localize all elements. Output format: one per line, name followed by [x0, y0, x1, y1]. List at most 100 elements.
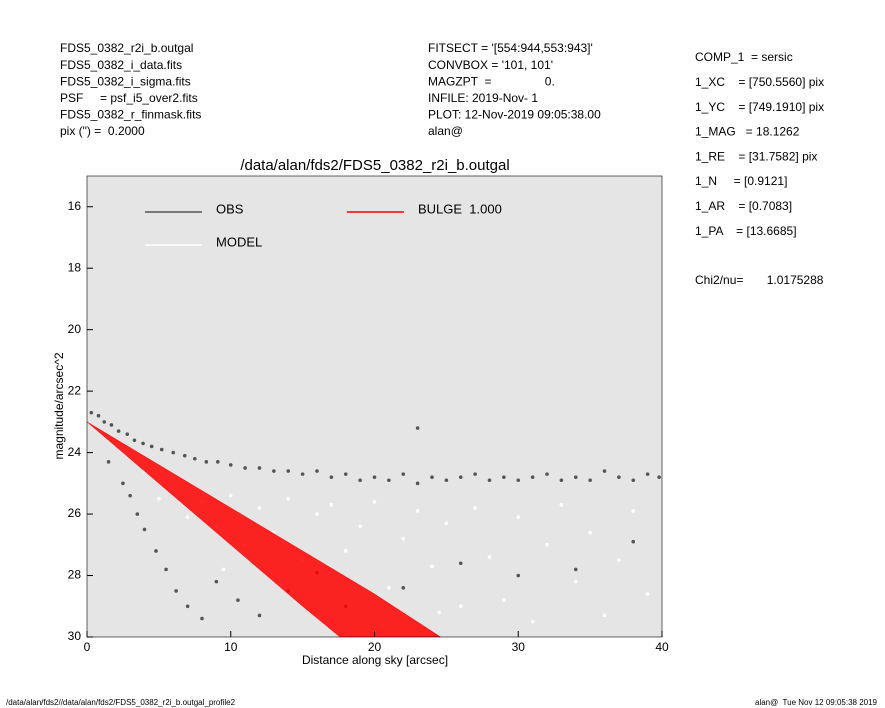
x-tick-label: 30: [512, 640, 526, 654]
point: [545, 543, 549, 547]
point: [372, 475, 377, 479]
legend-label: BULGE 1.000: [418, 201, 502, 216]
point: [125, 432, 130, 436]
point: [573, 579, 578, 584]
y-tick-label: 26: [68, 506, 82, 520]
y-tick-label: 22: [68, 383, 82, 397]
point: [487, 478, 492, 483]
header-middle-line: alan@: [428, 124, 463, 138]
header-left-line: pix (") = 0.2000: [60, 124, 145, 138]
point: [573, 567, 578, 572]
point: [516, 515, 521, 519]
header-right-line: 1_YC = [749.1910] pix: [695, 100, 824, 114]
point: [157, 496, 161, 501]
x-tick-label: 20: [368, 640, 382, 654]
point: [200, 616, 204, 621]
point: [588, 478, 592, 483]
point: [286, 496, 291, 501]
point: [444, 478, 449, 483]
point: [657, 475, 661, 479]
point: [415, 481, 420, 486]
point: [214, 579, 219, 584]
chart-title: /data/alan/fds2/FDS5_0382_r2i_b.outgal: [240, 157, 509, 174]
point: [502, 475, 506, 479]
header-right-line: 1_RE = [31.7582] pix: [695, 149, 817, 163]
point: [602, 613, 607, 618]
point: [204, 460, 209, 464]
point: [473, 506, 477, 510]
point: [631, 539, 636, 544]
header-right-line: COMP_1 = sersic: [695, 50, 793, 64]
point: [116, 429, 121, 433]
y-tick-label: 20: [68, 322, 82, 336]
point: [164, 567, 168, 572]
header-middle-line: MAGZPT = 0.: [428, 74, 555, 88]
point: [617, 558, 621, 562]
bulge-band: [87, 421, 442, 637]
y-tick-label: 16: [68, 199, 82, 213]
point: [430, 475, 434, 479]
y-tick-label: 28: [68, 568, 82, 582]
point: [109, 423, 114, 427]
x-axis-label: Distance along sky [arcsec]: [302, 653, 448, 667]
y-tick-label: 18: [68, 260, 82, 274]
point: [154, 549, 158, 553]
point: [343, 549, 348, 553]
point: [257, 613, 262, 618]
point: [142, 527, 147, 532]
point: [401, 536, 406, 541]
header-middle-line: CONVBOX = '101, 101': [428, 58, 553, 72]
point: [257, 466, 262, 470]
point: [645, 472, 650, 476]
chi2: Chi2/nu= 1.0175288: [695, 273, 824, 287]
point: [96, 413, 101, 418]
point: [437, 610, 441, 615]
point: [559, 478, 564, 483]
point: [174, 589, 178, 593]
point: [516, 573, 521, 578]
plot-area: [87, 176, 662, 637]
point: [358, 478, 362, 483]
point: [372, 499, 377, 504]
point: [89, 410, 94, 415]
point: [458, 604, 463, 609]
point: [343, 472, 348, 476]
point: [185, 604, 190, 609]
point: [387, 478, 391, 483]
point: [545, 472, 549, 476]
header-left-line: FDS5_0382_i_data.fits: [60, 58, 182, 72]
point: [415, 426, 420, 430]
legend-label: OBS: [216, 201, 244, 216]
point: [121, 481, 125, 486]
footer-left: /data/alan/fds2//data/alan/fds2/FDS5_038…: [6, 698, 236, 707]
header-left-line: FDS5_0382_i_sigma.fits: [60, 74, 191, 88]
footer-right: alan@ Tue Nov 12 09:05:38 2019: [755, 698, 878, 707]
point: [132, 438, 137, 443]
point: [458, 475, 463, 479]
point: [257, 506, 262, 510]
point: [185, 515, 190, 519]
point: [141, 441, 145, 446]
header-middle-line: PLOT: 12-Nov-2019 09:05:38.00: [428, 108, 601, 122]
point: [159, 447, 164, 452]
x-tick-label: 40: [655, 640, 669, 654]
point: [243, 466, 247, 470]
point: [228, 493, 233, 498]
point: [530, 619, 535, 624]
point: [315, 512, 319, 516]
point: [171, 450, 176, 455]
x-tick-label: 10: [224, 640, 238, 654]
point: [182, 453, 187, 458]
point: [516, 478, 521, 483]
point: [401, 586, 406, 590]
header-middle-line: INFILE: 2019-Nov- 1: [428, 91, 538, 105]
y-tick-label: 24: [68, 445, 82, 459]
plot-marks: [87, 410, 661, 637]
point: [502, 598, 506, 602]
header-left-line: PSF = psf_i5_over2.fits: [60, 91, 198, 105]
header-left-line: FDS5_0382_r2i_b.outgal: [60, 41, 193, 55]
header-right-line: 1_PA = [13.6685]: [695, 224, 797, 238]
point: [193, 456, 197, 461]
